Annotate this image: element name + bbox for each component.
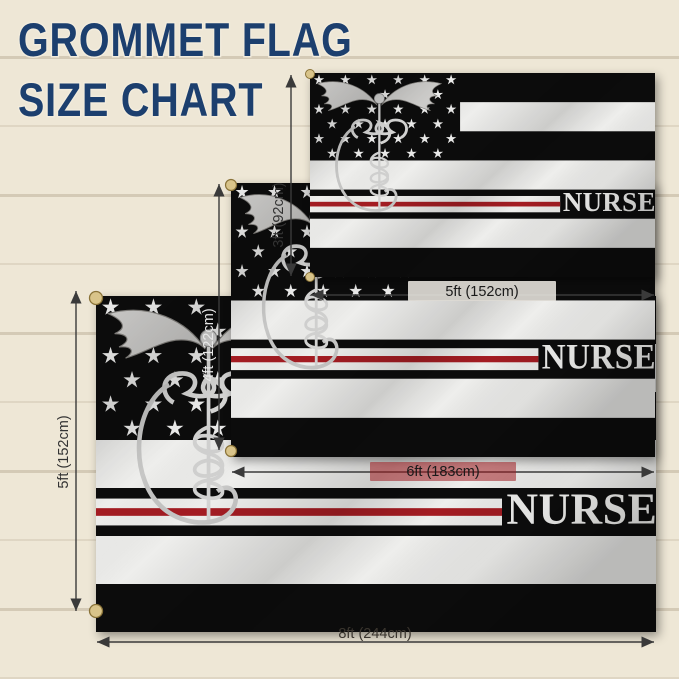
svg-text:5ft (152cm): 5ft (152cm) (56, 415, 72, 488)
svg-text:4ft (122cm): 4ft (122cm) (201, 308, 217, 381)
svg-text:3ft (92cm): 3ft (92cm) (271, 182, 287, 247)
svg-text:5ft (152cm): 5ft (152cm) (445, 284, 518, 300)
svg-text:6ft (183cm): 6ft (183cm) (406, 464, 479, 480)
svg-text:8ft (244cm): 8ft (244cm) (338, 626, 411, 642)
